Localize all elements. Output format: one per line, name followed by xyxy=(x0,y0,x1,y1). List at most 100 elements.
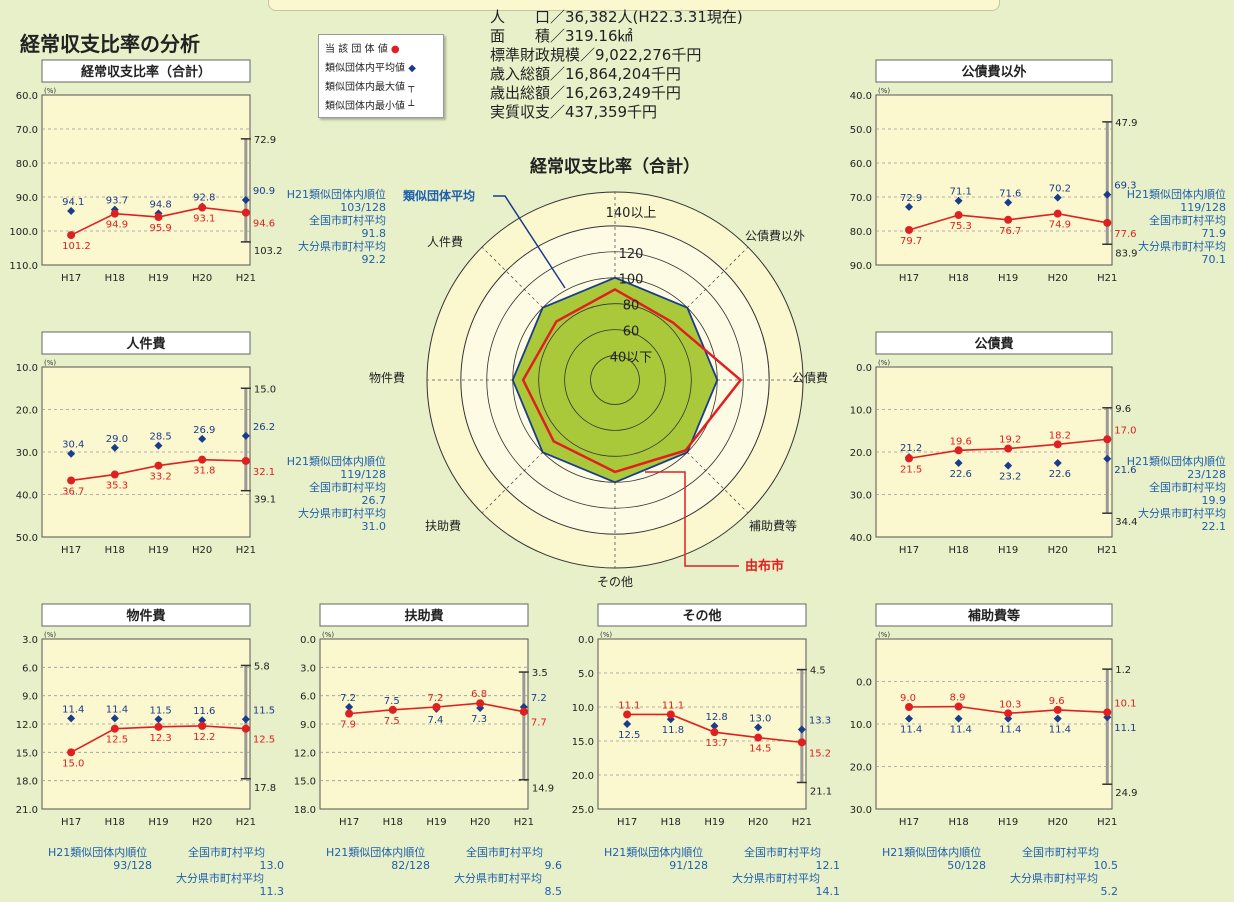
max-label: 4.5 xyxy=(810,666,826,677)
radar-own-callout: 由布市 xyxy=(745,558,784,574)
y-tick-label: 20.0 xyxy=(850,448,872,459)
avg-point xyxy=(797,725,806,734)
avg-label: 11.4 xyxy=(62,704,84,715)
radar-ring-label: 40以下 xyxy=(610,351,653,366)
y-tick-label: 15.0 xyxy=(294,777,316,788)
own-label: 11.1 xyxy=(618,700,640,711)
own-label: 35.3 xyxy=(106,481,128,492)
x-tick-label: H20 xyxy=(1048,817,1068,828)
radar-chart: 経常収支比率（合計） 140以上 120 100 80 60 40以下 公債費以外公債費補助費… xyxy=(369,156,828,589)
radar-own-callout-line xyxy=(645,471,739,567)
own-label: 13.7 xyxy=(705,738,727,749)
x-tick-label: H19 xyxy=(998,817,1018,828)
rank-text-pref-label: 大分県市町村平均 xyxy=(1138,507,1226,520)
own-point xyxy=(154,213,163,222)
avg-point xyxy=(241,715,250,724)
own-label: 75.3 xyxy=(950,221,972,232)
chart-title: 公債費以外 xyxy=(961,64,1026,80)
x-tick-label: H17 xyxy=(617,817,637,828)
own-label: 10.3 xyxy=(999,699,1021,710)
y-tick-label: 110.0 xyxy=(9,261,38,272)
x-tick-label: H20 xyxy=(192,817,212,828)
avg-point xyxy=(110,714,119,723)
avg-point xyxy=(754,723,763,732)
x-tick-label: H21 xyxy=(236,817,256,828)
own-point xyxy=(110,724,119,733)
own-label: 11.1 xyxy=(662,700,684,711)
line-chart: 物件費 (%) 3.0 6.0 9.0 12.0 15.0 18.0 21.0 H17 H18 H19… xyxy=(16,603,276,828)
unit-label: (%) xyxy=(44,87,56,95)
avg-label: 13.0 xyxy=(749,713,771,724)
x-tick-label: H19 xyxy=(998,273,1018,284)
x-tick-label: H20 xyxy=(1048,273,1068,284)
avg-point xyxy=(710,722,719,731)
own-label: 95.9 xyxy=(149,223,171,234)
avg-label: 72.9 xyxy=(900,193,922,204)
own-label: 33.2 xyxy=(149,472,171,483)
own-point xyxy=(241,724,250,733)
avg-point xyxy=(954,196,963,205)
avg-point xyxy=(1053,459,1062,468)
y-tick-label: 90.0 xyxy=(850,261,872,272)
legend-mark-avg-icon: ◆ xyxy=(408,63,416,74)
rank-text-pref-label: 大分県市町村平均 xyxy=(298,240,386,253)
own-point xyxy=(905,225,914,234)
avg-point xyxy=(345,703,354,711)
x-tick-label: H18 xyxy=(383,817,403,828)
max-label: 47.9 xyxy=(1115,118,1137,129)
own-label: 6.8 xyxy=(471,689,487,700)
own-point xyxy=(954,446,963,455)
min-label: 24.9 xyxy=(1115,788,1137,799)
own-point xyxy=(154,722,163,731)
avg-point xyxy=(67,206,76,215)
x-tick-label: H21 xyxy=(514,817,534,828)
avg-label: 11.4 xyxy=(1049,725,1071,736)
plot-area xyxy=(875,366,1113,538)
avg-label: 94.8 xyxy=(149,199,171,210)
pref-value: 14.1 xyxy=(815,885,841,898)
own-point xyxy=(954,211,963,220)
chart-title-box xyxy=(875,603,1113,627)
own-point xyxy=(67,748,76,757)
own-label: 8.9 xyxy=(950,693,966,704)
own-label: 74.9 xyxy=(1049,220,1071,231)
legend-mark-min-icon: ┴ xyxy=(408,101,415,112)
radar-own-polygon xyxy=(521,287,743,474)
avg-label: 22.6 xyxy=(950,469,972,480)
avg-point xyxy=(1103,190,1112,199)
national-value: 9.6 xyxy=(544,859,563,872)
y-tick-label: 18.0 xyxy=(294,805,316,816)
unit-label: (%) xyxy=(878,359,890,367)
rank-text-pref: 70.1 xyxy=(1201,253,1227,266)
y-tick-label: 90.0 xyxy=(16,193,38,204)
own-point xyxy=(1004,709,1013,718)
radar-avg-polygon xyxy=(511,276,719,484)
radar-ring xyxy=(512,277,718,483)
own-label: 7.2 xyxy=(427,693,443,704)
avg-label: 7.5 xyxy=(384,696,400,707)
avg-label: 12.8 xyxy=(705,712,727,723)
avg-point xyxy=(67,714,76,723)
legend-mark-max-icon: ┬ xyxy=(408,82,415,93)
chart-title-box xyxy=(41,331,251,355)
x-tick-label: H21 xyxy=(236,545,256,556)
own-point xyxy=(1053,705,1062,714)
x-tick-label: H18 xyxy=(105,817,125,828)
legend-label: 類似団体内最小値 xyxy=(325,101,405,112)
max-label: 9.6 xyxy=(1115,404,1131,415)
rank-text-national: 71.9 xyxy=(1201,227,1227,240)
own-point xyxy=(198,455,207,464)
rank-text-rank-label: H21類似団体内順位 xyxy=(286,455,386,468)
own-point xyxy=(67,476,76,485)
rank-text-national-label: 全国市町村平均 xyxy=(309,214,386,227)
y-tick-label: 6.0 xyxy=(22,663,38,674)
pref-label: 大分県市町村平均 xyxy=(1010,872,1098,885)
info-balance: 実質収支／437,359千円 xyxy=(490,103,658,121)
y-tick-label: 6.0 xyxy=(300,692,316,703)
rank-text-rank: 119/128 xyxy=(340,468,386,481)
avg-point xyxy=(905,202,914,211)
avg-label: 23.2 xyxy=(999,472,1021,483)
x-tick-label: H19 xyxy=(148,817,168,828)
y-tick-label: 0.0 xyxy=(300,635,316,646)
max-label: 5.8 xyxy=(254,661,270,672)
